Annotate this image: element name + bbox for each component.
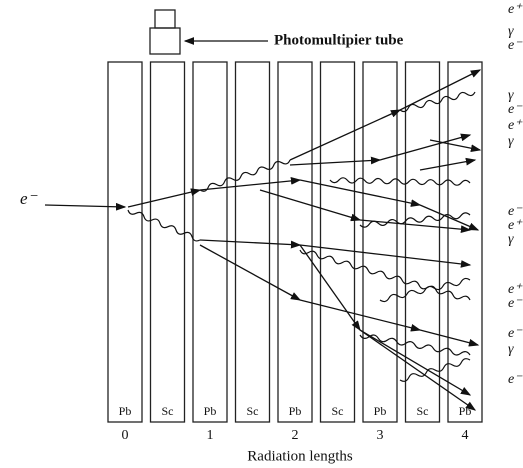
outgoing-label: e⁻ (508, 296, 523, 311)
outgoing-label: e⁻ (508, 38, 523, 53)
outgoing-label: γ (508, 232, 514, 247)
electron-track (429, 139, 482, 153)
outgoing-labels: e⁺γe⁻γe⁻e⁺γe⁻e⁺γe⁺e⁻e⁻γe⁻ (508, 2, 523, 387)
photon-track (399, 91, 476, 113)
layer (277, 61, 313, 423)
electron-track (199, 239, 302, 249)
layer-label: Pb (289, 404, 302, 418)
layer-label: Pb (204, 404, 217, 418)
photon-track (399, 358, 471, 382)
layer-label: Sc (417, 404, 429, 418)
outgoing-label: e⁺ (508, 118, 523, 133)
electron-track (299, 179, 422, 207)
layer (107, 61, 143, 423)
photon-track (199, 159, 291, 192)
layer-label: Sc (162, 404, 174, 418)
layer-label: Pb (119, 404, 132, 418)
axis-tick-label: 2 (292, 428, 299, 443)
outgoing-label: γ (508, 88, 514, 103)
electron-track (199, 177, 302, 191)
outgoing-label: γ (508, 24, 514, 39)
outgoing-label: e⁻ (508, 204, 523, 219)
electron-track (299, 299, 422, 332)
photon-track (329, 177, 471, 186)
electron-track (379, 133, 472, 161)
axis-tick-label: 1 (207, 428, 214, 443)
layer-label: Sc (332, 404, 344, 418)
outgoing-label: e⁺ (508, 2, 523, 17)
outgoing-label: γ (508, 342, 514, 357)
electron-track (359, 329, 472, 396)
photon-track (359, 212, 471, 228)
layer-label: Sc (247, 404, 259, 418)
outgoing-label: e⁺ (508, 218, 523, 233)
photon-track (379, 277, 471, 303)
pmt-body (149, 27, 181, 55)
axis-tick-label: 0 (122, 428, 129, 443)
electron-track (44, 202, 127, 211)
electron-track (299, 244, 472, 268)
electron-track (127, 188, 202, 208)
electron-track (289, 109, 402, 161)
photon-track (359, 334, 471, 356)
tracks (44, 69, 482, 411)
layer (362, 61, 398, 423)
electron-track (359, 329, 477, 411)
electron-track (259, 189, 362, 222)
layer (447, 61, 483, 423)
axis-label: Radiation lengths (247, 448, 353, 464)
layer (149, 61, 186, 423)
electron-track (419, 157, 477, 171)
layers: Pb Sc Pb Sc Pb Sc Pb Sc Pb0 1 2 3 4 (107, 61, 483, 443)
electron-track (299, 244, 361, 332)
outgoing-label: γ (508, 134, 514, 149)
layer-label: Pb (374, 404, 387, 418)
axis-tick-label: 4 (462, 428, 469, 443)
photon-track (299, 249, 471, 301)
axis-tick-label: 3 (377, 428, 384, 443)
layer (192, 61, 228, 423)
electron-track (289, 156, 382, 166)
incoming-label: e⁻ (20, 189, 39, 208)
outgoing-label: e⁻ (508, 326, 523, 341)
callout-label: Photomultipier tube (274, 32, 404, 48)
layer (319, 61, 356, 423)
outgoing-label: e⁺ (508, 282, 523, 297)
outgoing-label: e⁻ (508, 372, 523, 387)
electron-track (359, 219, 472, 234)
outgoing-label: e⁻ (508, 102, 523, 117)
photon-track (127, 209, 201, 242)
layer (404, 61, 441, 423)
electron-track (419, 329, 480, 347)
electron-track (399, 69, 482, 111)
pmt-head (154, 9, 176, 29)
electron-track (199, 244, 302, 301)
